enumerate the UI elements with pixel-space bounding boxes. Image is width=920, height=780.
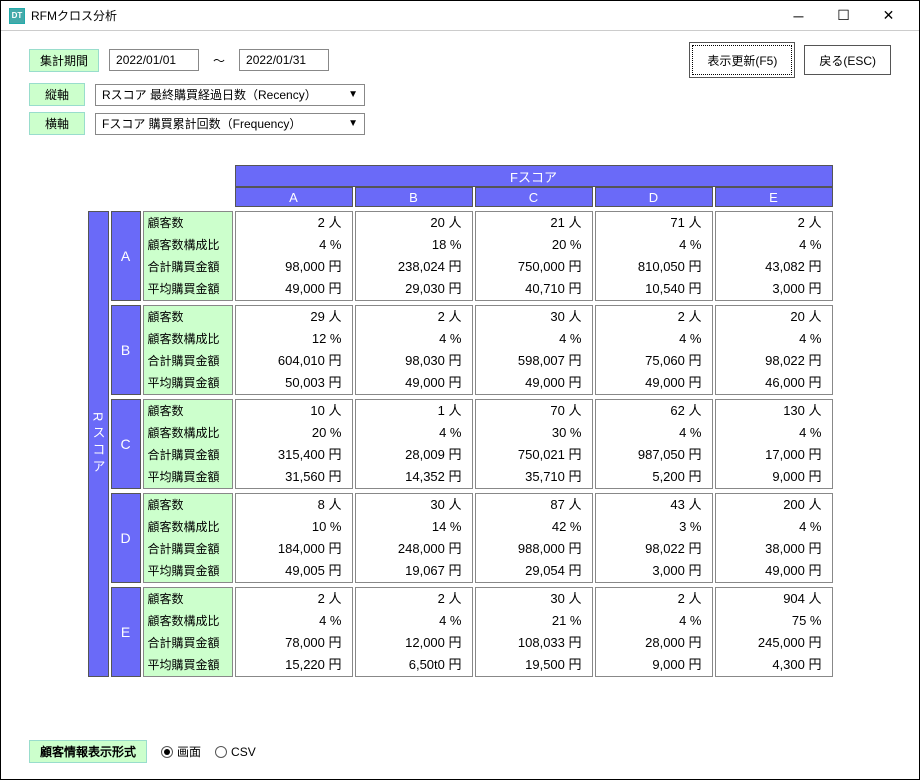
radio-csv-label: CSV [231,745,256,759]
data-cell: 2 人4 %28,000 円9,000 円 [595,587,713,677]
cross-table: Fスコア ABCDE RスコアA顧客数顧客数構成比合計購買金額平均購買金額2 人… [86,165,835,677]
data-cell: 29 人12 %604,010 円50,003 円 [235,305,353,395]
radio-csv[interactable]: CSV [215,745,256,759]
metric-labels: 顧客数顧客数構成比合計購買金額平均購買金額 [143,493,233,583]
data-cell: 8 人10 %184,000 円49,005 円 [235,493,353,583]
radio-screen[interactable]: 画面 [161,743,201,760]
data-cell: 71 人4 %810,050 円10,540 円 [595,211,713,301]
col-header: E [715,187,833,207]
row-group-label: A [111,211,141,301]
window-title: RFMクロス分析 [31,7,776,24]
data-cell: 1 人4 %28,009 円14,352 円 [355,399,473,489]
col-header: C [475,187,593,207]
data-cell: 2 人4 %78,000 円15,220 円 [235,587,353,677]
data-cell: 904 人75 %245,000 円4,300 円 [715,587,833,677]
row-header-title: Rスコア [88,211,109,677]
data-cell: 20 人4 %98,022 円46,000 円 [715,305,833,395]
radio-circle-icon [215,746,227,758]
data-cell: 30 人21 %108,033 円19,500 円 [475,587,593,677]
col-header-title: Fスコア [235,165,833,187]
close-button[interactable]: ✕ [866,2,911,30]
date-tilde: ～ [213,52,225,69]
row-group-label: C [111,399,141,489]
data-cell: 2 人4 %12,000 円6,50t0 円 [355,587,473,677]
metric-labels: 顧客数顧客数構成比合計購買金額平均購買金額 [143,587,233,677]
data-cell: 130 人4 %17,000 円9,000 円 [715,399,833,489]
maximize-button[interactable]: ☐ [821,2,866,30]
date-from-input[interactable]: 2022/01/01 [109,49,199,71]
back-button[interactable]: 戻る(ESC) [804,45,891,75]
app-icon: DT [9,8,25,24]
axis-v-select[interactable]: Rスコア 最終購買経過日数（Recency） ▼ [95,84,365,106]
col-header: B [355,187,473,207]
radio-circle-icon [161,746,173,758]
data-cell: 43 人3 %98,022 円3,000 円 [595,493,713,583]
radio-screen-label: 画面 [177,743,201,760]
data-cell: 20 人18 %238,024 円29,030 円 [355,211,473,301]
content-panel: 集計期間 2022/01/01 ～ 2022/01/31 表示更新(F5) 戻る… [1,31,919,779]
data-cell: 200 人4 %38,000 円49,000 円 [715,493,833,583]
data-cell: 70 人30 %750,021 円35,710 円 [475,399,593,489]
metric-labels: 顧客数顧客数構成比合計購買金額平均購買金額 [143,305,233,395]
data-cell: 30 人4 %598,007 円49,000 円 [475,305,593,395]
data-cell: 2 人4 %98,030 円49,000 円 [355,305,473,395]
chevron-down-icon: ▼ [348,89,358,100]
data-cell: 2 人4 %43,082 円3,000 円 [715,211,833,301]
row-group-label: D [111,493,141,583]
axis-h-select[interactable]: Fスコア 購買累計回数（Frequency） ▼ [95,113,365,135]
date-to-input[interactable]: 2022/01/31 [239,49,329,71]
period-label: 集計期間 [29,49,99,72]
minimize-button[interactable]: ─ [776,2,821,30]
axis-v-label: 縦軸 [29,83,85,106]
chevron-down-icon: ▼ [348,118,358,129]
data-cell: 21 人20 %750,000 円40,710 円 [475,211,593,301]
row-group-label: E [111,587,141,677]
data-cell: 2 人4 %98,000 円49,000 円 [235,211,353,301]
data-cell: 2 人4 %75,060 円49,000 円 [595,305,713,395]
refresh-button[interactable]: 表示更新(F5) [692,45,792,75]
col-header: A [235,187,353,207]
metric-labels: 顧客数顧客数構成比合計購買金額平均購買金額 [143,211,233,301]
data-cell: 62 人4 %987,050 円5,200 円 [595,399,713,489]
axis-h-value: Fスコア 購買累計回数（Frequency） [102,115,301,132]
axis-v-value: Rスコア 最終購買経過日数（Recency） [102,86,317,103]
col-header: D [595,187,713,207]
axis-h-label: 横軸 [29,112,85,135]
app-window: DT RFMクロス分析 ─ ☐ ✕ 集計期間 2022/01/01 ～ 2022… [0,0,920,780]
data-cell: 10 人20 %315,400 円31,560 円 [235,399,353,489]
row-group-label: B [111,305,141,395]
titlebar: DT RFMクロス分析 ─ ☐ ✕ [1,1,919,31]
data-cell: 87 人42 %988,000 円29,054 円 [475,493,593,583]
metric-labels: 顧客数顧客数構成比合計購買金額平均購買金額 [143,399,233,489]
data-cell: 30 人14 %248,000 円19,067 円 [355,493,473,583]
footer-label: 顧客情報表示形式 [29,740,147,763]
